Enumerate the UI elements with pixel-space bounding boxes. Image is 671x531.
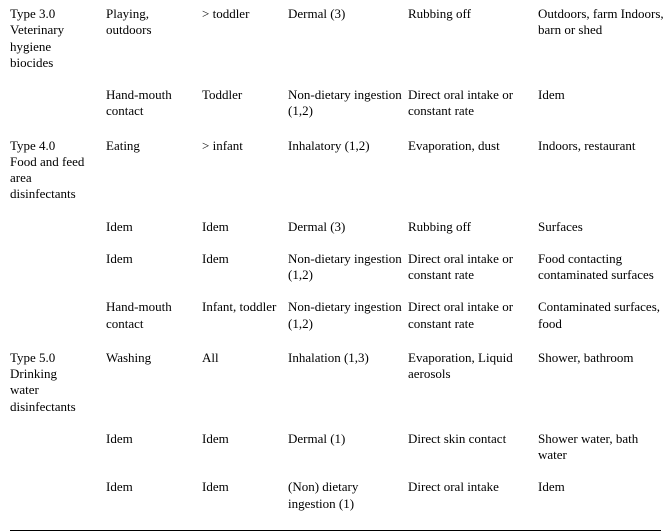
category-line: disinfectants	[10, 186, 100, 202]
table-group: Type 5.0 Drinking water disinfectants Wa…	[10, 350, 661, 512]
location-cell: Idem	[538, 479, 671, 495]
activity-cell: Hand-mouth contact	[106, 87, 202, 120]
table-row: Type 3.0 Veterinary hygiene biocides Pla…	[10, 6, 661, 71]
location-cell: Surfaces	[538, 219, 671, 235]
location-cell: Shower, bathroom	[538, 350, 671, 366]
activity-cell: Idem	[106, 479, 202, 495]
activity-cell: Idem	[106, 251, 202, 267]
age-cell: Idem	[202, 251, 288, 267]
route-cell: Non-dietary ingestion (1,2)	[288, 87, 408, 120]
location-cell: Food contacting contaminated surfaces	[538, 251, 671, 284]
table-row: Type 5.0 Drinking water disinfectants Wa…	[10, 350, 661, 415]
route-cell: Inhalatory (1,2)	[288, 138, 408, 154]
category-line: biocides	[10, 55, 100, 71]
table-row: Idem Idem (Non) dietary ingestion (1) Di…	[10, 479, 661, 512]
mechanism-cell: Direct oral intake	[408, 479, 538, 495]
category-line: area	[10, 170, 100, 186]
biocide-exposure-table: Type 3.0 Veterinary hygiene biocides Pla…	[0, 0, 671, 512]
age-cell: Idem	[202, 479, 288, 495]
mechanism-cell: Evaporation, Liquid aerosols	[408, 350, 538, 383]
mechanism-cell: Direct oral intake or constant rate	[408, 87, 538, 120]
category-cell: Type 4.0 Food and feed area disinfectant…	[10, 138, 106, 203]
mechanism-cell: Rubbing off	[408, 6, 538, 22]
location-cell: Outdoors, farm Indoors, barn or shed	[538, 6, 671, 39]
category-line: Drinking	[10, 366, 100, 382]
age-cell: Infant, toddler	[202, 299, 288, 315]
location-cell: Shower water, bath water	[538, 431, 671, 464]
category-line: Veterinary	[10, 22, 100, 38]
mechanism-cell: Direct oral intake or constant rate	[408, 251, 538, 284]
route-cell: Dermal (3)	[288, 6, 408, 22]
age-cell: All	[202, 350, 288, 366]
route-cell: Dermal (1)	[288, 431, 408, 447]
activity-cell: Playing, outdoors	[106, 6, 202, 39]
category-line: Food and feed	[10, 154, 100, 170]
category-line: disinfectants	[10, 399, 100, 415]
category-line: hygiene	[10, 39, 100, 55]
table-row: Idem Idem Dermal (3) Rubbing off Surface…	[10, 219, 661, 235]
table-row: Idem Idem Non-dietary ingestion (1,2) Di…	[10, 251, 661, 284]
mechanism-cell: Rubbing off	[408, 219, 538, 235]
category-line: Type 3.0	[10, 6, 100, 22]
table-row: Hand-mouth contact Toddler Non-dietary i…	[10, 87, 661, 120]
location-cell: Idem	[538, 87, 671, 103]
mechanism-cell: Evaporation, dust	[408, 138, 538, 154]
table-group: Type 3.0 Veterinary hygiene biocides Pla…	[10, 6, 661, 120]
activity-cell: Washing	[106, 350, 202, 366]
category-cell: Type 3.0 Veterinary hygiene biocides	[10, 6, 106, 71]
table-row: Hand-mouth contact Infant, toddler Non-d…	[10, 299, 661, 332]
mechanism-cell: Direct oral intake or constant rate	[408, 299, 538, 332]
age-cell: Idem	[202, 431, 288, 447]
route-cell: Non-dietary ingestion (1,2)	[288, 299, 408, 332]
age-cell: > toddler	[202, 6, 288, 22]
age-cell: Toddler	[202, 87, 288, 103]
age-cell: Idem	[202, 219, 288, 235]
activity-cell: Idem	[106, 219, 202, 235]
category-cell: Type 5.0 Drinking water disinfectants	[10, 350, 106, 415]
mechanism-cell: Direct skin contact	[408, 431, 538, 447]
location-cell: Contaminated surfaces, food	[538, 299, 671, 332]
route-cell: Inhalation (1,3)	[288, 350, 408, 366]
age-cell: > infant	[202, 138, 288, 154]
table-row: Type 4.0 Food and feed area disinfectant…	[10, 138, 661, 203]
table-row: Idem Idem Dermal (1) Direct skin contact…	[10, 431, 661, 464]
location-cell: Indoors, restaurant	[538, 138, 671, 154]
table-group: Type 4.0 Food and feed area disinfectant…	[10, 138, 661, 332]
activity-cell: Eating	[106, 138, 202, 154]
route-cell: (Non) dietary ingestion (1)	[288, 479, 408, 512]
category-line: water	[10, 382, 100, 398]
category-line: Type 4.0	[10, 138, 100, 154]
activity-cell: Hand-mouth contact	[106, 299, 202, 332]
activity-cell: Idem	[106, 431, 202, 447]
route-cell: Non-dietary ingestion (1,2)	[288, 251, 408, 284]
route-cell: Dermal (3)	[288, 219, 408, 235]
category-line: Type 5.0	[10, 350, 100, 366]
